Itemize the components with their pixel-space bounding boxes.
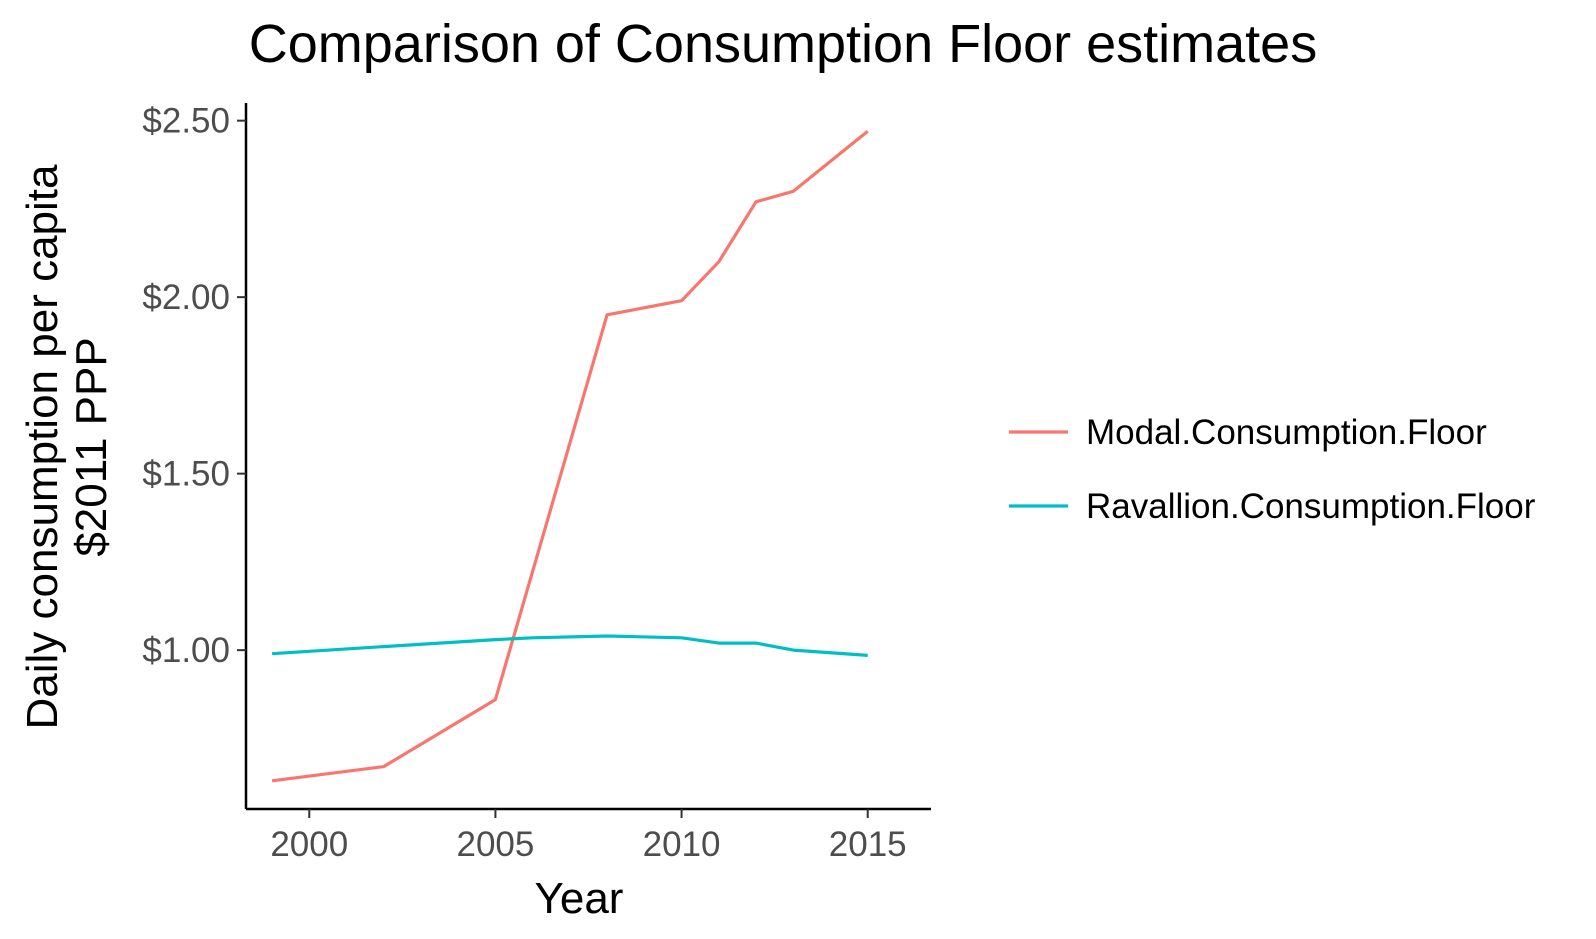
series-line-modal xyxy=(271,129,869,783)
x-tick-label: 2010 xyxy=(643,825,721,864)
series-line-ravallion xyxy=(271,634,868,657)
y-tick-label: $1.50 xyxy=(142,455,230,494)
y-axis-title-line-2: $2011 PPP xyxy=(67,337,116,556)
axes: 2000 2005 2010 2015 $1.00 $1.50 $2.00 $2.50 xyxy=(142,102,931,864)
x-tick-label: 2015 xyxy=(829,825,907,864)
legend: Modal.Consumption.Floor Ravallion.Consump… xyxy=(1009,413,1536,526)
y-tick-label: $2.00 xyxy=(142,278,230,317)
y-tick-label: $2.50 xyxy=(142,102,230,141)
y-tick-label: $1.00 xyxy=(142,631,230,670)
x-tick-label: 2000 xyxy=(270,825,348,864)
y-axis-title-line-1: Daily consumption per capita xyxy=(18,164,67,729)
x-axis-title: Year xyxy=(535,874,624,923)
plot-area xyxy=(271,129,869,783)
x-tick-label: 2005 xyxy=(456,825,534,864)
legend-label-ravallion: Ravallion.Consumption.Floor xyxy=(1086,487,1536,526)
chart-title: Comparison of Consumption Floor estimate… xyxy=(249,14,1317,74)
legend-label-modal: Modal.Consumption.Floor xyxy=(1086,413,1487,452)
